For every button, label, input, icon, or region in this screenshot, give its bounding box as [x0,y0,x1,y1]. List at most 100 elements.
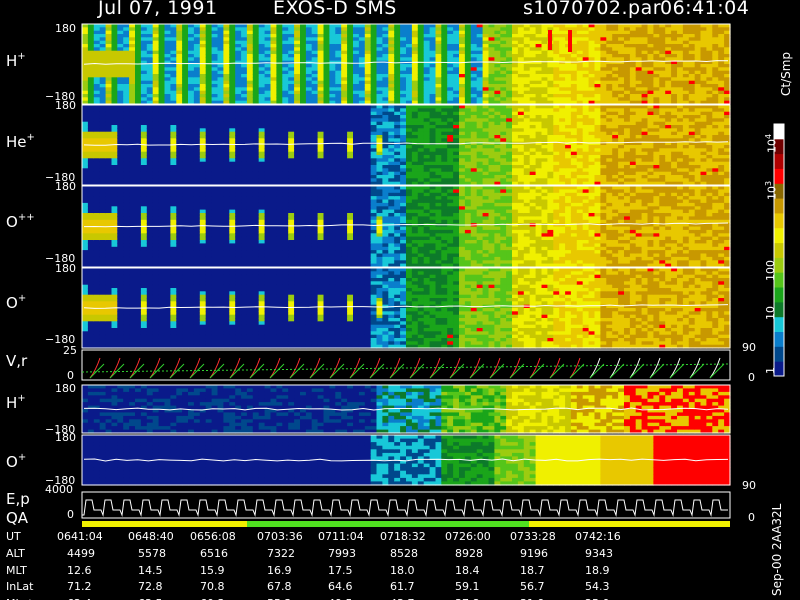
ephemeris-value: 8528 [390,547,418,560]
radial-trace [169,363,185,379]
ephemeris-value: 61.7 [390,580,415,593]
panel-label-o-plus-plus: O++ [6,212,35,231]
radial-trace [469,363,485,379]
panel-label-vr: V,r [6,352,28,370]
y-tick-top: 180 [55,22,76,35]
radial-trace [489,363,505,379]
ephemeris-value: 18.4 [455,564,480,577]
colorbar-swatch [774,198,784,214]
colorbar-tick: 10 [764,306,777,320]
ephemeris-value: 18.0 [390,564,415,577]
instrument-name: EXOS-D SMS [273,0,397,19]
center-trace [83,458,729,462]
ephemeris-value: 56.7 [520,580,545,593]
radial-trace [549,363,565,379]
version-stamp: Sep-00 2AA32L [770,503,784,596]
y-tick-bottom: −180 [45,474,76,487]
ephemeris-row-label: MLat [6,597,33,600]
center-trace [83,407,729,411]
radial-trace [289,363,305,379]
colorbar-swatch [774,227,784,244]
ephemeris-row-label: ALT [6,547,25,560]
radial-trace [109,363,125,379]
radial-trace [409,363,425,379]
radial-trace [689,363,705,379]
radial-trace [269,363,285,379]
radial-trace [369,363,385,379]
spectrogram-panel [81,434,731,486]
spectrogram-panel [81,185,731,268]
right-axis-tick: 0 [748,371,755,384]
center-trace [83,60,729,65]
radial-trace [89,363,105,379]
colorbar-swatch [774,212,784,229]
panel-label-he-plus: He+ [6,132,35,151]
ephemeris-value: 59.1 [455,580,480,593]
ephemeris-value: 0648:40 [128,530,174,543]
colorbar-tick: 1 [764,367,777,374]
ephemeris-value: 31.9 [520,597,545,600]
ephemeris-value: 0703:36 [257,530,303,543]
y-tick-bottom: −180 [45,171,76,184]
ephemeris-value: 0656:08 [190,530,236,543]
radial-trace [349,363,365,379]
ephemeris-value: 49.5 [328,597,353,600]
radial-trace [709,363,725,379]
ephemeris-row-label: UT [6,530,21,543]
ephemeris-row-label: InLat [6,580,34,593]
radial-trace [589,363,605,379]
qa-bar [82,521,730,527]
radial-trace [569,363,585,379]
qa-segment [529,521,730,527]
radial-trace [529,363,545,379]
colorbar-frame [773,123,785,377]
radial-trace [209,363,225,379]
panel-label-ep: E,p [6,490,30,508]
ephemeris-value: 0742:16 [575,530,621,543]
colorbar-tick: 104 [764,133,779,153]
radial-trace [309,363,325,379]
ephemeris-value: 7322 [267,547,295,560]
start-time: 06:41:04 [660,0,750,19]
panel-frame [81,384,731,434]
ephemeris-value: 63.5 [138,597,163,600]
colorbar-swatch [774,138,784,155]
colorbar-swatch [774,361,784,377]
panel-label-o-plus: O+ [6,293,27,312]
ephemeris-value: 8928 [455,547,483,560]
y-tick-bottom: 0 [67,508,74,521]
panel-label-h-plus-2: H+ [6,393,26,412]
panel-frame [81,434,731,486]
y-tick-bottom: −180 [45,333,76,346]
energy-panel [81,491,731,519]
ephemeris-value: 71.2 [67,580,92,593]
y-tick-top: 180 [55,99,76,112]
radial-trace [189,363,205,379]
right-axis-tick: 90 [742,479,756,492]
ephemeris-value: 9196 [520,547,548,560]
ephemeris-value: 55.2 [267,597,292,600]
ephemeris-value: 0733:28 [510,530,556,543]
y-tick-top: 180 [55,262,76,275]
ephemeris-value: 16.9 [267,564,292,577]
intensity-peak [548,30,552,50]
radial-trace [449,363,465,379]
y-tick-top: 180 [55,382,76,395]
panel-frame [81,104,731,186]
colorbar-swatch [774,124,784,140]
intensity-peak [568,30,572,52]
spectrogram-panel [81,104,731,186]
spectrogram-panel [81,384,731,434]
ephemeris-value: 5578 [138,547,166,560]
y-tick-bottom: −180 [45,90,76,103]
ephemeris-value: 64.6 [328,580,353,593]
panel-label-qa: QA [6,509,29,527]
panel-label-o-plus-2: O+ [6,452,27,471]
parameter-file: s1070702.par [523,0,662,19]
y-tick-bottom: −180 [45,423,76,436]
ephemeris-value: 18.9 [585,564,610,577]
plot-date: Jul 07, 1991 [98,0,218,19]
ephemeris-value: 4499 [67,547,95,560]
colorbar-swatch [774,316,784,332]
